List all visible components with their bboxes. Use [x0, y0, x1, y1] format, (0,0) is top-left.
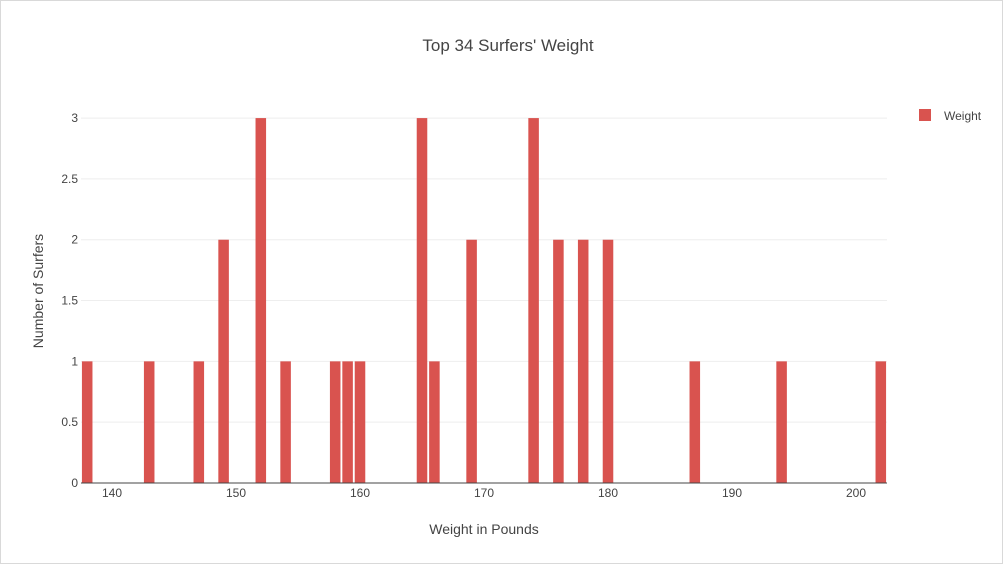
- y-tick-label: 2: [71, 233, 78, 247]
- bar[interactable]: [193, 361, 205, 483]
- legend-swatch-weight: [919, 109, 931, 121]
- x-tick-label: 180: [598, 486, 618, 500]
- x-tick-label: 150: [226, 486, 246, 500]
- bar[interactable]: [429, 361, 440, 483]
- bar[interactable]: [342, 361, 353, 483]
- bar[interactable]: [329, 361, 341, 483]
- bar[interactable]: [689, 361, 701, 483]
- legend[interactable]: Weight: [919, 109, 982, 123]
- bar[interactable]: [602, 239, 614, 483]
- y-tick-label: 0.5: [61, 415, 78, 429]
- x-tick-label: 170: [474, 486, 494, 500]
- bar[interactable]: [143, 361, 155, 483]
- y-tick-labels: 0 0.5 1 1.5 2 2.5 3: [61, 111, 78, 490]
- bar[interactable]: [255, 118, 267, 483]
- bar[interactable]: [577, 239, 589, 483]
- x-tick-label: 200: [846, 486, 866, 500]
- gridlines: [81, 117, 887, 423]
- y-tick-label: 3: [71, 111, 78, 125]
- y-tick-label: 2.5: [61, 172, 78, 186]
- bar[interactable]: [466, 239, 477, 483]
- bars: [81, 118, 887, 483]
- x-tick-labels: 140 150 160 170 180 190 200: [102, 486, 866, 500]
- bar[interactable]: [354, 361, 366, 483]
- y-axis-title: Number of Surfers: [30, 234, 46, 348]
- bar[interactable]: [553, 239, 564, 483]
- bar[interactable]: [776, 361, 787, 483]
- y-tick-label: 0: [71, 476, 78, 490]
- x-tick-label: 140: [102, 486, 122, 500]
- y-tick-label: 1: [71, 354, 78, 368]
- bar[interactable]: [218, 239, 229, 483]
- bar[interactable]: [875, 361, 887, 483]
- bar[interactable]: [280, 361, 291, 483]
- bar[interactable]: [81, 361, 93, 483]
- y-tick-label: 1.5: [61, 294, 78, 308]
- legend-label-weight: Weight: [944, 109, 982, 123]
- x-tick-label: 160: [350, 486, 370, 500]
- bar[interactable]: [528, 118, 539, 483]
- x-tick-label: 190: [722, 486, 742, 500]
- chart-title: Top 34 Surfers' Weight: [422, 36, 593, 55]
- bar[interactable]: [416, 118, 428, 483]
- x-axis-title: Weight in Pounds: [429, 521, 538, 537]
